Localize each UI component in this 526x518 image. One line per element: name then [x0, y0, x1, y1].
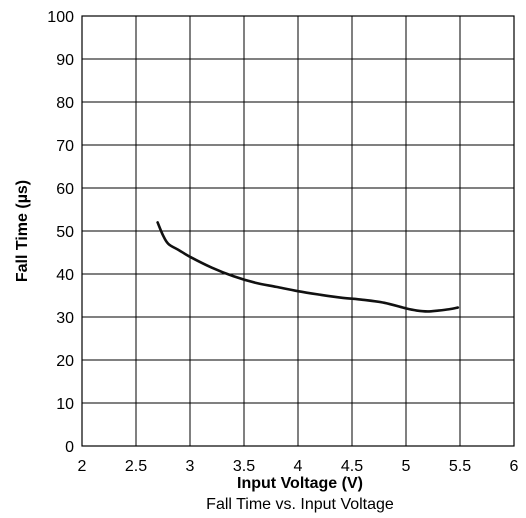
x-tick-label: 5 [402, 458, 411, 475]
x-tick-labels: 2 2.5 3 3.5 4 4.5 5 5.5 6 [78, 458, 519, 475]
y-tick-label: 40 [56, 267, 74, 284]
x-axis-title: Input Voltage (V) [237, 475, 363, 492]
y-axis-title: Fall Time (µs) [14, 180, 31, 282]
plot-area-frame [81, 15, 515, 447]
x-tick-label: 2.5 [125, 458, 147, 475]
x-tick-label: 4 [294, 458, 303, 475]
x-tick-label: 3 [186, 458, 195, 475]
y-tick-label: 70 [56, 138, 74, 155]
grid-lines [81, 15, 515, 447]
y-tick-label: 100 [47, 9, 74, 26]
x-tick-label: 5.5 [449, 458, 471, 475]
series-line [156, 221, 460, 313]
y-tick-labels: 0 10 20 30 40 50 60 70 80 90 100 [47, 9, 74, 456]
y-tick-label: 90 [56, 52, 74, 69]
y-tick-label: 50 [56, 224, 74, 241]
chart-caption: Fall Time vs. Input Voltage [206, 496, 394, 513]
y-tick-label: 80 [56, 95, 74, 112]
y-tick-label: 20 [56, 353, 74, 370]
y-tick-label: 0 [65, 439, 74, 456]
x-tick-label: 4.5 [341, 458, 363, 475]
y-tick-label: 10 [56, 396, 74, 413]
y-tick-label: 60 [56, 181, 74, 198]
x-tick-label: 6 [510, 458, 519, 475]
y-tick-label: 30 [56, 310, 74, 327]
x-tick-label: 3.5 [233, 458, 255, 475]
x-tick-label: 2 [78, 458, 87, 475]
